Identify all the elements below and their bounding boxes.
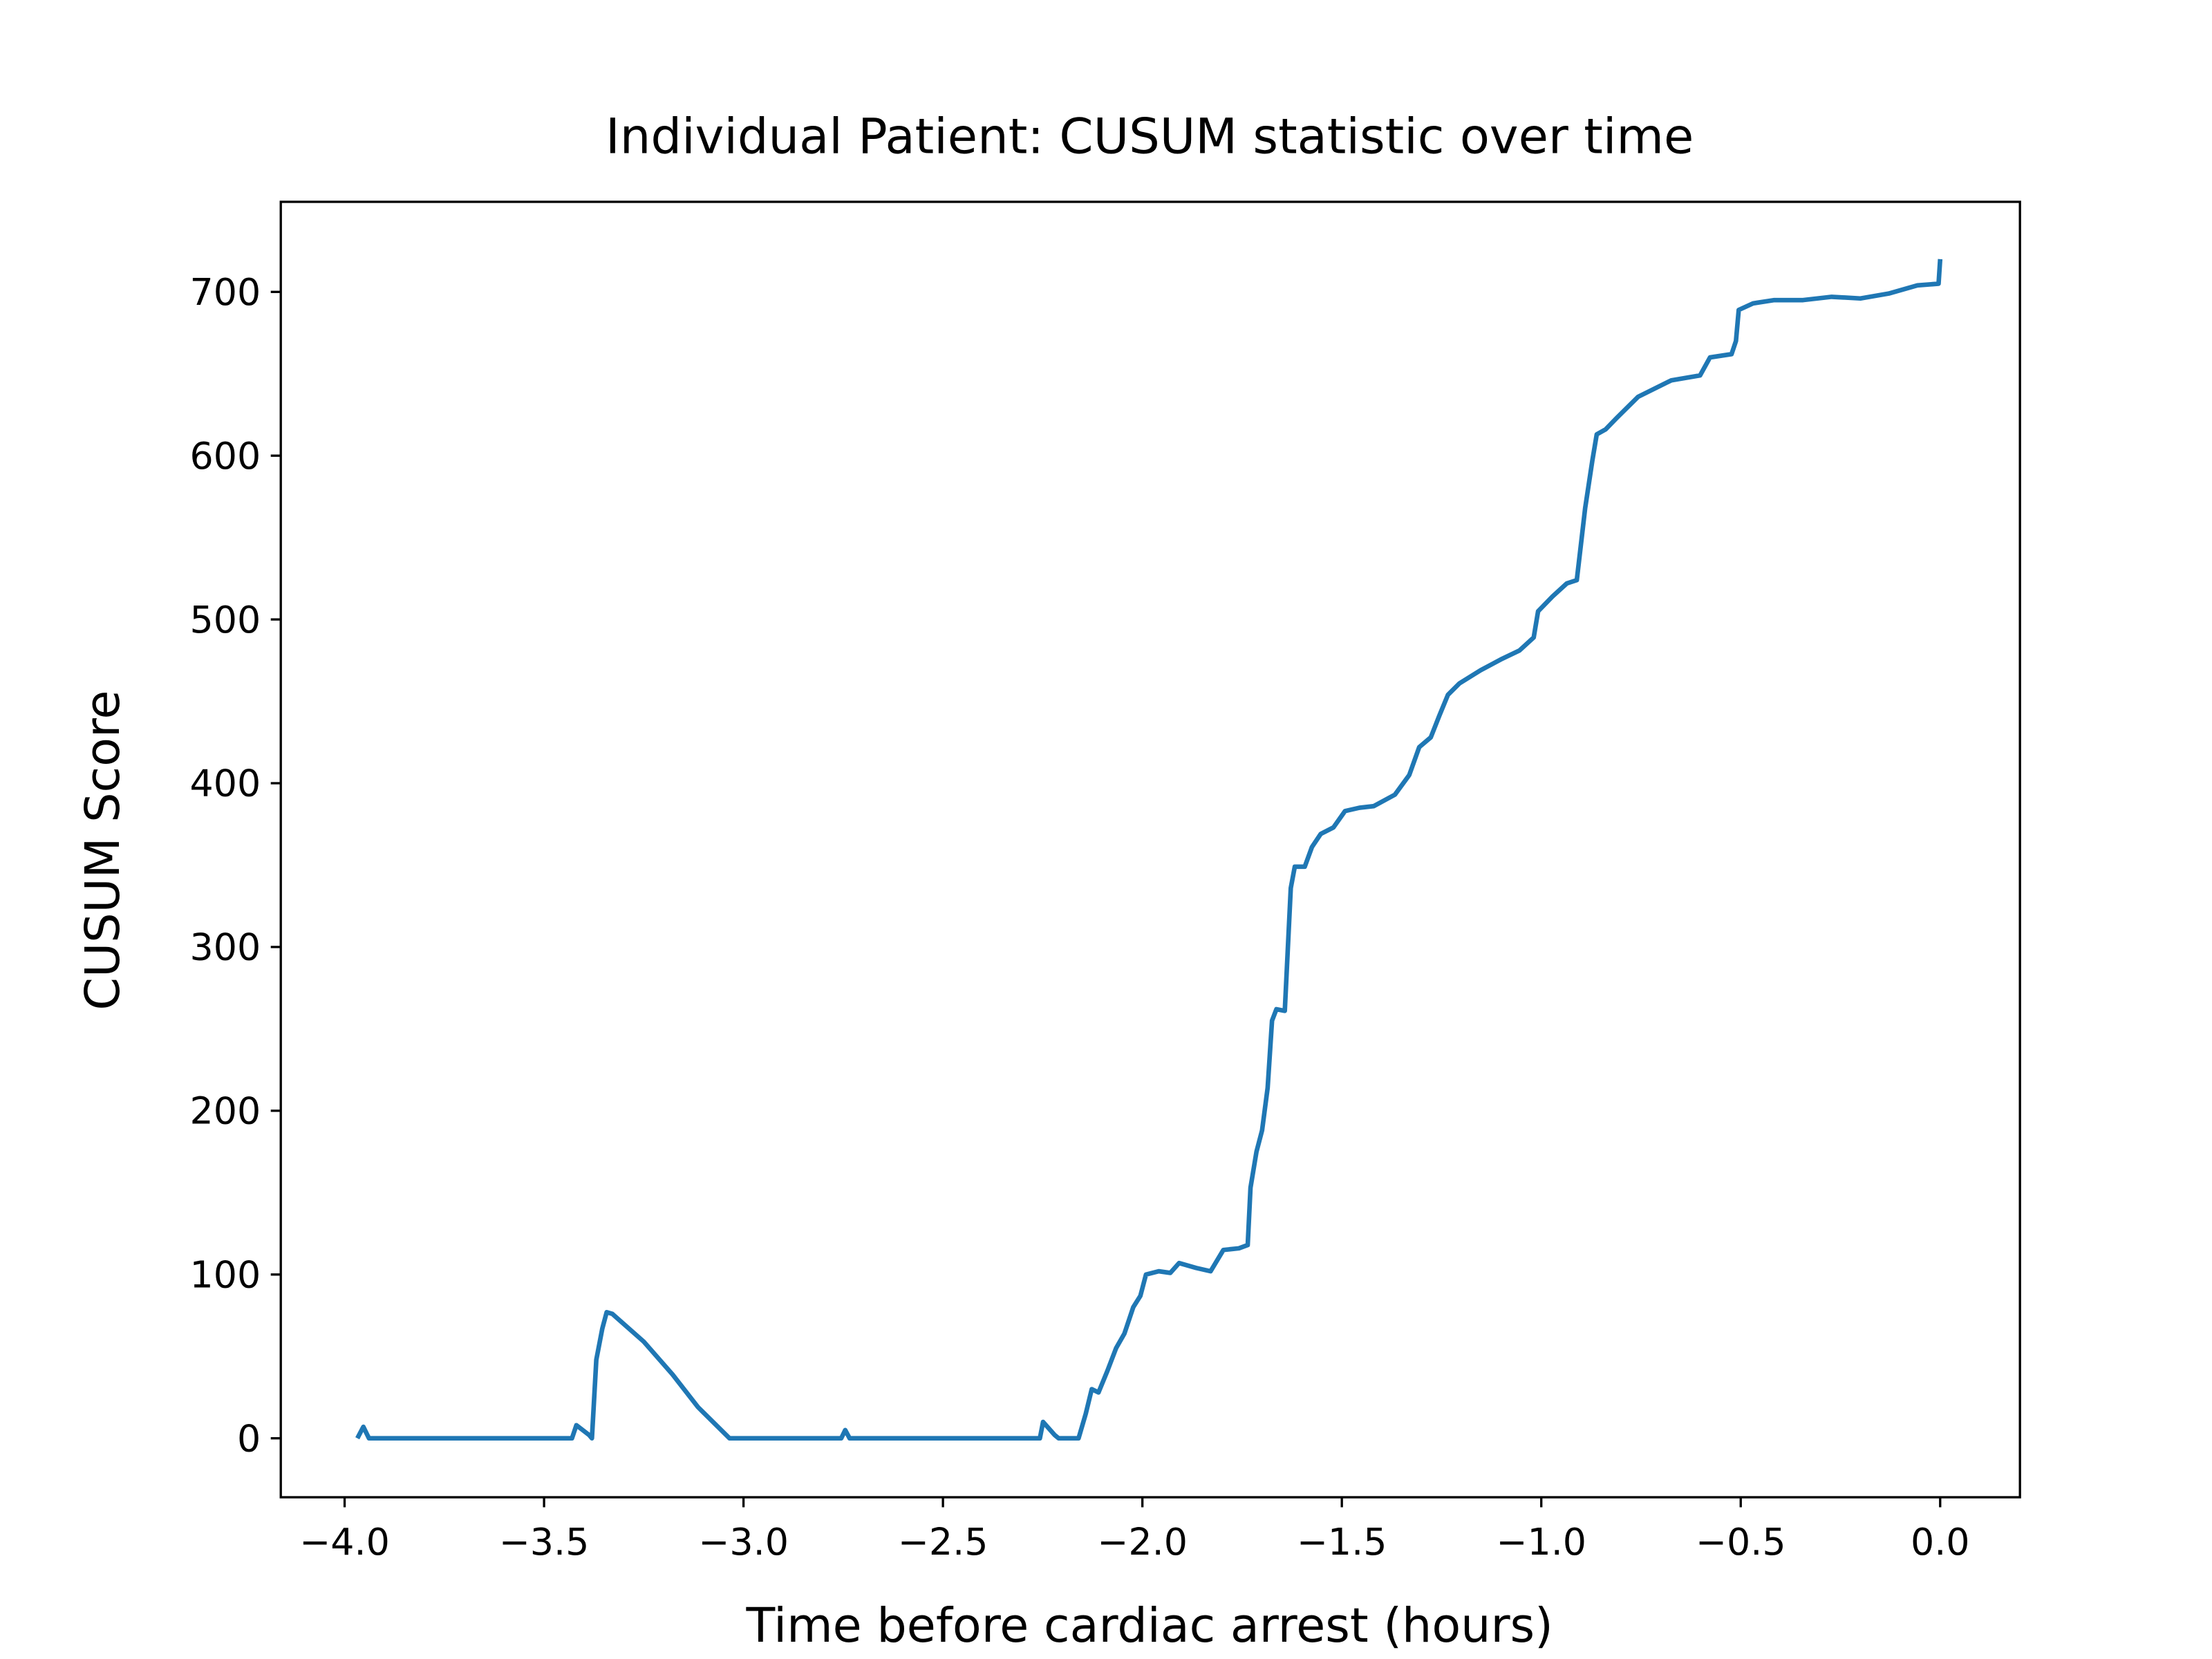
x-axis-label: Time before cardiac arrest (hours) — [745, 1599, 1553, 1653]
y-tick-label: 100 — [189, 1253, 261, 1296]
x-tick-label: −3.0 — [698, 1520, 789, 1564]
y-axis-label: CUSUM Score — [76, 690, 131, 1010]
y-tick-label: 400 — [189, 762, 261, 805]
x-tick-label: −0.5 — [1696, 1520, 1786, 1564]
y-tick-label: 200 — [189, 1089, 261, 1133]
x-tick-label: −1.5 — [1297, 1520, 1387, 1564]
x-tick-label: −4.0 — [299, 1520, 390, 1564]
x-tick-label: −2.5 — [898, 1520, 988, 1564]
y-tick-label: 300 — [189, 926, 261, 969]
data-line — [355, 259, 1943, 1441]
y-tick-label: 700 — [189, 270, 261, 314]
x-tick-label: 0.0 — [1911, 1520, 1970, 1564]
x-tick-label: −3.5 — [499, 1520, 590, 1564]
y-tick-label: 0 — [237, 1416, 261, 1460]
x-tick-label: −1.0 — [1496, 1520, 1586, 1564]
y-tick-label: 500 — [189, 598, 261, 641]
plot-frame — [279, 200, 2021, 1499]
y-tick-label: 600 — [189, 434, 261, 478]
x-tick-label: −2.0 — [1097, 1520, 1188, 1564]
chart-title: Individual Patient: CUSUM statistic over… — [606, 109, 1694, 165]
